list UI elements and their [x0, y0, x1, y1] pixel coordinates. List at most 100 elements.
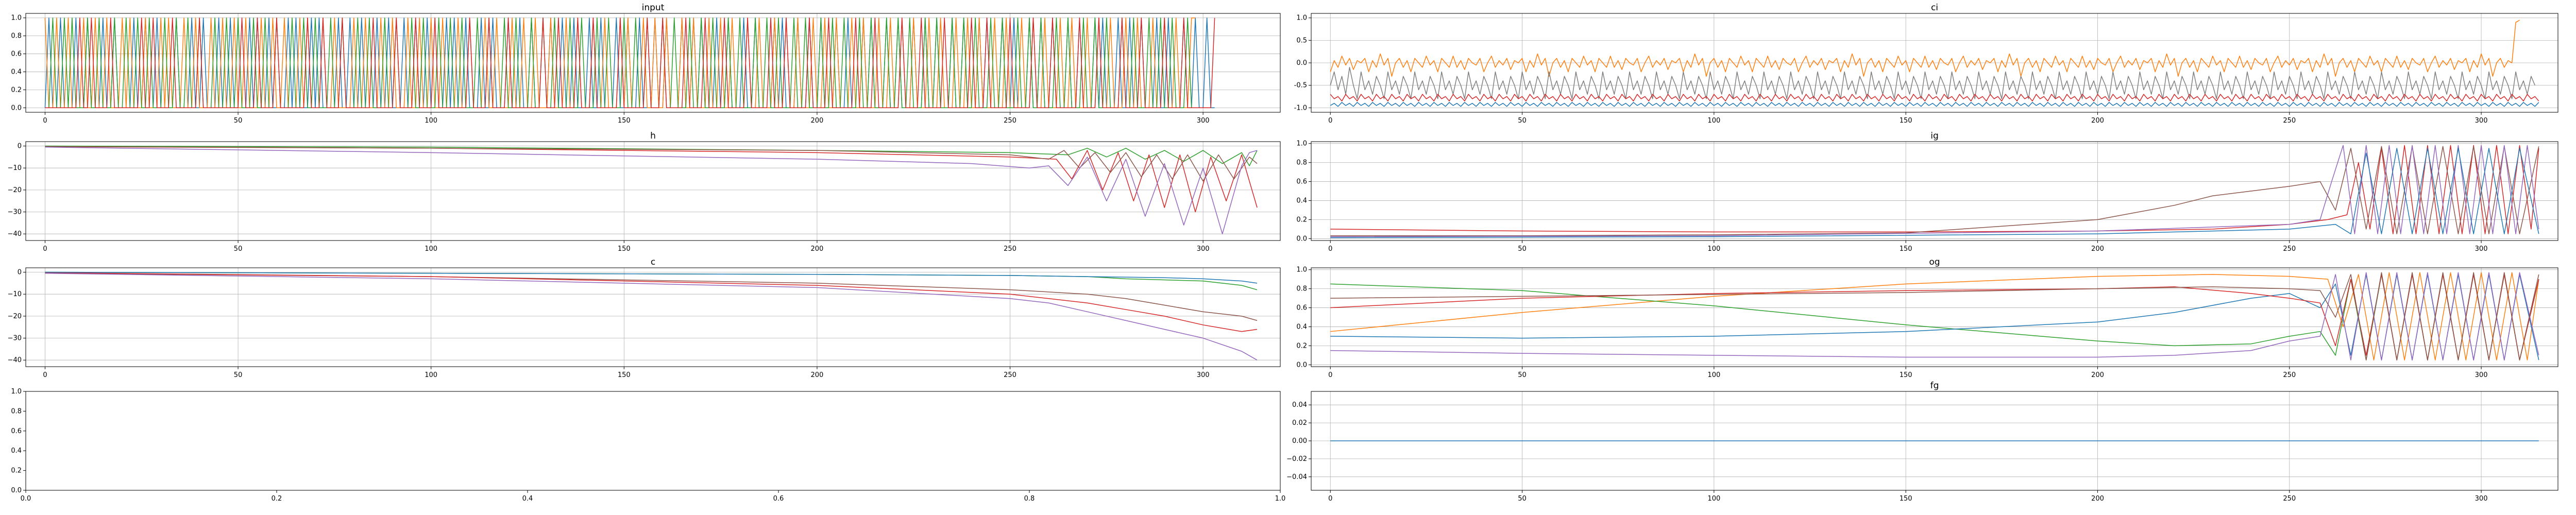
y-tick-label: 0.2: [1296, 216, 1307, 224]
series-line-4: [45, 272, 1258, 360]
series-line-5: [45, 271, 1258, 284]
x-tick-label: 250: [1004, 245, 1016, 253]
x-tick-label: 0: [43, 371, 47, 379]
x-tick-label: 200: [2091, 245, 2104, 253]
x-tick-label: 300: [2475, 371, 2488, 379]
plot-frame: [25, 391, 1281, 491]
x-tick-label: 300: [1197, 117, 1210, 125]
x-tick-label: 150: [1900, 117, 1912, 125]
y-tick-label: 1.0: [1296, 140, 1307, 148]
x-tick-label: 50: [1518, 245, 1527, 253]
x-tick-label: 0: [1328, 245, 1332, 253]
y-tick-label: 0: [18, 269, 22, 277]
x-tick-label: 50: [1518, 371, 1527, 379]
x-tick-label: 100: [1707, 495, 1720, 503]
subplot-og: 0 50 100 150 200 250 300 0.0 0.2 0.4 0.6 0.8 1.0 og: [1296, 257, 2558, 379]
y-tick-label: −40: [8, 230, 22, 238]
x-tick-label: 300: [1197, 245, 1210, 253]
x-tick-label: 0.8: [1024, 495, 1035, 503]
x-tick-label: 250: [1004, 117, 1016, 125]
x-tick-label: 50: [234, 117, 243, 125]
subplot-title: input: [642, 3, 665, 13]
x-tick-label: 0: [43, 117, 47, 125]
plot-area: [1311, 141, 2558, 241]
x-tick-label: 150: [618, 371, 631, 379]
subplot-fg: 0 50 100 150 200 250 300 −0.04 −0.02 0.00 0.02 0.04…: [1286, 381, 2558, 503]
series-line-5: [1330, 272, 2539, 360]
plot-area: [25, 391, 1281, 491]
x-tick-label: 50: [1518, 117, 1527, 125]
y-tick-label: 0: [18, 143, 22, 150]
y-tick-label: 0.6: [1296, 304, 1307, 312]
y-tick-label: 0.2: [11, 467, 22, 475]
x-tick-label: 150: [618, 117, 631, 125]
series-line-3: [1330, 94, 2539, 101]
x-tick-label: 200: [811, 245, 824, 253]
series-line-3: [1330, 145, 2539, 237]
y-tick-label: 1.0: [1296, 266, 1307, 274]
subplot-title: fg: [1930, 381, 1939, 391]
x-tick-label: 200: [811, 117, 824, 125]
y-tick-label: 0.5: [1296, 37, 1307, 44]
x-tick-label: 300: [2475, 117, 2488, 125]
x-tick-label: 150: [618, 245, 631, 253]
y-tick-label: 1.0: [11, 14, 22, 22]
y-tick-label: 0.4: [1296, 197, 1307, 204]
subplot-title: ig: [1930, 131, 1939, 141]
plot-area: [25, 267, 1281, 367]
x-tick-label: 100: [425, 245, 437, 253]
y-tick-label: 0.0: [1296, 235, 1307, 243]
x-tick-label: 0.2: [272, 495, 282, 503]
x-tick-label: 100: [425, 371, 437, 379]
series-line-2: [1330, 66, 2536, 99]
x-tick-label: 0: [1328, 495, 1332, 503]
plot-frame: [25, 13, 1281, 113]
x-tick-label: 300: [2475, 495, 2488, 503]
x-tick-label: 200: [2091, 495, 2104, 503]
x-tick-label: 250: [2283, 245, 2296, 253]
y-tick-label: 0.4: [1296, 323, 1307, 331]
subplot-h: 0 50 100 150 200 250 300 0 −10 −20 −30 −40 h: [8, 131, 1281, 253]
x-tick-label: 50: [234, 245, 243, 253]
x-tick-label: 0: [43, 245, 47, 253]
x-tick-label: 300: [1197, 371, 1210, 379]
x-tick-label: 0: [1328, 371, 1332, 379]
series-line-4: [1330, 102, 2539, 107]
subplot-title: ci: [1931, 3, 1938, 13]
y-tick-label: 0.2: [1296, 342, 1307, 350]
series-line-4: [45, 17, 1215, 109]
series-line-1: [1330, 20, 2520, 77]
x-tick-label: 0.0: [21, 495, 31, 503]
series-line-1: [1330, 272, 2539, 360]
x-tick-label: 100: [1707, 245, 1720, 253]
y-tick-label: 0.00: [1292, 437, 1307, 445]
x-tick-label: 100: [1707, 371, 1720, 379]
x-tick-label: 0.4: [522, 495, 533, 503]
y-tick-label: 0.0: [11, 487, 22, 494]
x-tick-label: 250: [2283, 495, 2296, 503]
x-tick-label: 300: [2475, 245, 2488, 253]
subplot-c: 0 50 100 150 200 250 300 0 −10 −20 −30 −40 c: [8, 257, 1281, 379]
subplot-input: 0 50 100 150 200 250 300 0.0 0.2 0.4 0.6 0.8 1.0 inpu…: [11, 3, 1281, 125]
subplot-title: c: [651, 257, 655, 267]
subplot-empty: 0.0 0.2 0.4 0.6 0.8 1.0 0.0 0.2 0.4 0.6 0.8 1.0: [11, 388, 1285, 503]
plot-frame: [25, 141, 1281, 241]
x-tick-label: 150: [1900, 495, 1912, 503]
y-tick-label: −30: [8, 335, 22, 342]
x-tick-label: 100: [1707, 117, 1720, 125]
y-tick-label: 0.4: [11, 68, 22, 76]
y-tick-label: 0.6: [11, 427, 22, 435]
plot-frame: [1311, 267, 2558, 367]
series-line-2: [1330, 146, 2539, 236]
series-line-3: [45, 272, 1258, 332]
subplot-ci: 0 50 100 150 200 250 300 -1.0 -0.5 0.0 0.5 1.0 ci: [1294, 3, 2558, 125]
y-tick-label: −20: [8, 313, 22, 320]
y-tick-label: 0.04: [1292, 401, 1307, 409]
y-tick-label: -1.0: [1294, 104, 1307, 112]
x-tick-label: 250: [2283, 371, 2296, 379]
subplot-title: og: [1929, 257, 1940, 267]
y-tick-label: 0.8: [1296, 159, 1307, 167]
y-tick-label: −0.04: [1286, 473, 1307, 481]
y-tick-label: 0.02: [1292, 419, 1307, 427]
y-tick-label: 1.0: [1296, 14, 1307, 22]
